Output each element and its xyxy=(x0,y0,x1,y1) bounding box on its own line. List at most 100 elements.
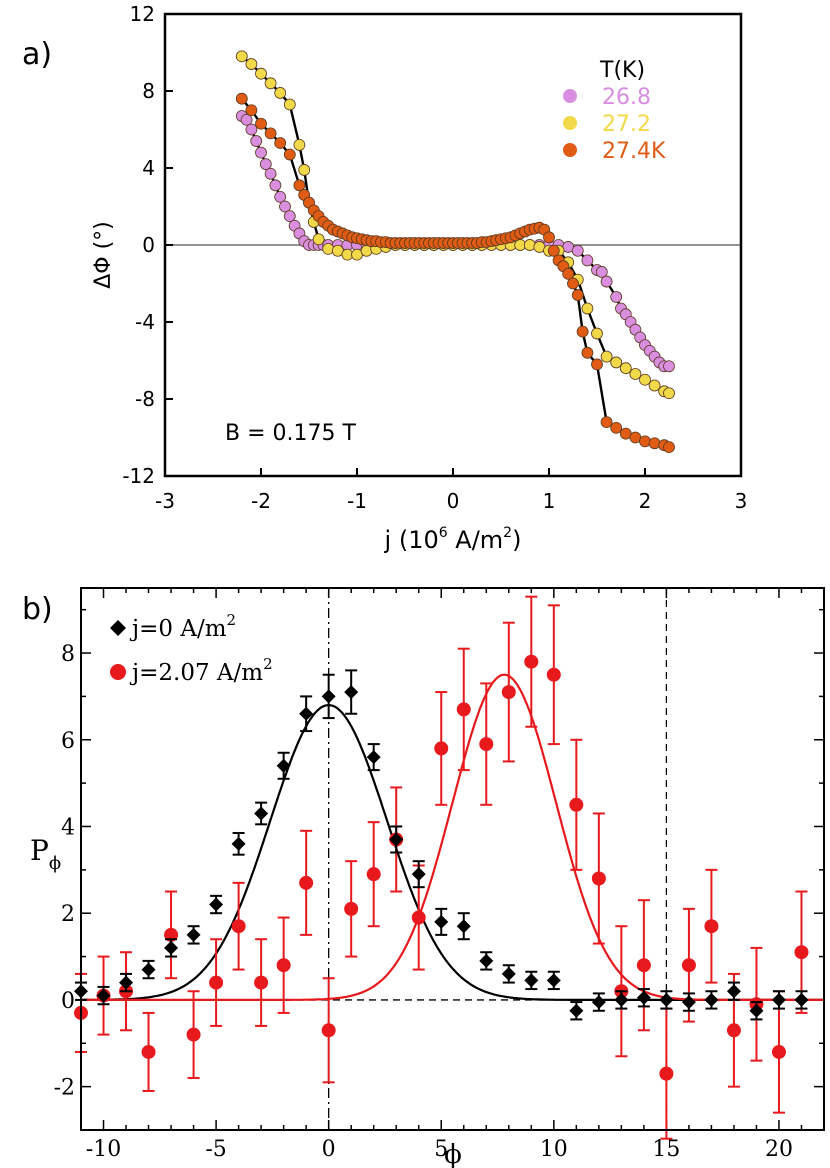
series-0-point xyxy=(636,990,651,1005)
series-1-point xyxy=(659,1066,674,1081)
panel-b-y-axis-label: Pϕ xyxy=(30,834,61,874)
series-2-point xyxy=(274,137,287,149)
series-0-point xyxy=(726,984,741,999)
x-tick-label: 2 xyxy=(639,489,652,513)
y-tick-label: 4 xyxy=(142,156,155,180)
legend-marker xyxy=(563,116,577,130)
series-2-point xyxy=(245,104,258,117)
x-tick-label: -2 xyxy=(251,489,271,513)
y-tick-label: 4 xyxy=(61,815,75,840)
panel-a-x-axis-label: j (106 A/m2) xyxy=(384,525,522,554)
series-1-point xyxy=(434,741,449,756)
series-0-point xyxy=(614,992,629,1007)
panel-a-legend-title: T(K) xyxy=(599,58,645,83)
series-0-point xyxy=(274,190,287,203)
series-0-point xyxy=(250,135,263,147)
panel-b-x-axis-label: ϕ xyxy=(444,1140,462,1168)
series-1-point xyxy=(321,1023,336,1038)
y-tick-label: -8 xyxy=(135,387,155,411)
series-2-point xyxy=(264,127,277,140)
series-0-point xyxy=(524,973,539,988)
series-1-point xyxy=(629,368,642,380)
panel-b-legend: j=0 A/m2 j=2.07 A/m2 xyxy=(110,611,273,686)
series-2-point xyxy=(283,148,296,161)
series-1-point xyxy=(619,362,632,375)
x-tick-label: 15 xyxy=(652,1137,680,1162)
series-2-point xyxy=(648,437,661,450)
series-0-point xyxy=(595,266,608,278)
series-0-point xyxy=(681,995,696,1010)
legend-entry: j=2.07 A/m2 xyxy=(129,655,273,686)
series-1-point xyxy=(771,1044,786,1059)
series-0-point xyxy=(771,992,786,1007)
series-2-point xyxy=(235,92,248,105)
series-1-point xyxy=(501,685,516,700)
panel-a-label: a) xyxy=(22,37,52,72)
x-tick-label: -5 xyxy=(205,1137,226,1162)
series-1-point xyxy=(610,356,623,369)
series-0-point xyxy=(254,806,269,821)
series-1-point xyxy=(366,867,381,882)
series-0-point xyxy=(749,1003,764,1018)
legend-entry: 27.4K xyxy=(602,139,666,164)
series-1-point xyxy=(581,302,594,315)
series-0-point xyxy=(164,940,179,955)
series-2-point xyxy=(639,435,651,448)
series-2-point xyxy=(567,277,579,290)
series-1-point xyxy=(322,242,335,255)
series-0-point xyxy=(456,919,471,934)
series-1-point xyxy=(600,350,613,363)
series-0-point xyxy=(366,750,381,765)
series-0-point xyxy=(571,244,584,257)
series-1-point xyxy=(312,233,325,246)
x-tick-label: -1 xyxy=(347,489,367,513)
series-1-point xyxy=(479,737,494,752)
series-1-point xyxy=(254,975,269,990)
series-0-point xyxy=(283,210,296,223)
series-1-point xyxy=(255,67,267,80)
panel-a-legend: 26.827.227.4K xyxy=(563,85,666,164)
y-tick-label: 2 xyxy=(61,902,75,927)
series-1-point xyxy=(264,77,277,90)
series-1-point xyxy=(523,239,536,251)
series-1-point xyxy=(209,975,224,990)
x-tick-label: 3 xyxy=(735,489,748,513)
legend-entry: 26.8 xyxy=(602,85,651,110)
series-0-point xyxy=(659,992,674,1007)
legend-entry: j=0 A/m2 xyxy=(129,611,236,642)
series-0-point xyxy=(186,927,201,942)
series-0-point xyxy=(321,689,336,704)
legend-marker xyxy=(110,620,126,636)
series-0-point xyxy=(276,758,291,773)
series-0-point xyxy=(240,113,253,126)
series-0-point xyxy=(794,992,809,1007)
series-1-point xyxy=(524,654,539,669)
series-0-point xyxy=(704,992,719,1007)
series-0-point xyxy=(389,832,404,847)
series-0-point xyxy=(434,914,449,929)
y-tick-label: 8 xyxy=(142,79,155,103)
y-tick-label: -12 xyxy=(122,464,155,488)
series-0-point xyxy=(581,254,594,267)
series-2-point xyxy=(293,179,306,192)
series-0-fit-curve xyxy=(81,703,824,1002)
y-tick-label: -4 xyxy=(135,310,155,334)
series-0-point xyxy=(119,975,134,990)
series-2-point xyxy=(255,117,267,130)
series-1-point xyxy=(276,958,291,973)
series-1-point xyxy=(704,919,719,934)
series-0-point xyxy=(569,1003,584,1018)
legend-marker xyxy=(563,143,577,157)
x-tick-label: 20 xyxy=(765,1137,793,1162)
series-2-point xyxy=(581,346,594,359)
series-1-point xyxy=(299,875,314,890)
series-1-point xyxy=(411,910,426,925)
series-0-point xyxy=(591,995,606,1010)
series-0-point xyxy=(231,836,246,851)
series-0-point xyxy=(610,291,623,303)
series-2-point xyxy=(663,441,675,454)
series-1-point xyxy=(141,1044,156,1059)
series-2-point xyxy=(562,267,575,280)
series-0-point xyxy=(600,275,613,288)
